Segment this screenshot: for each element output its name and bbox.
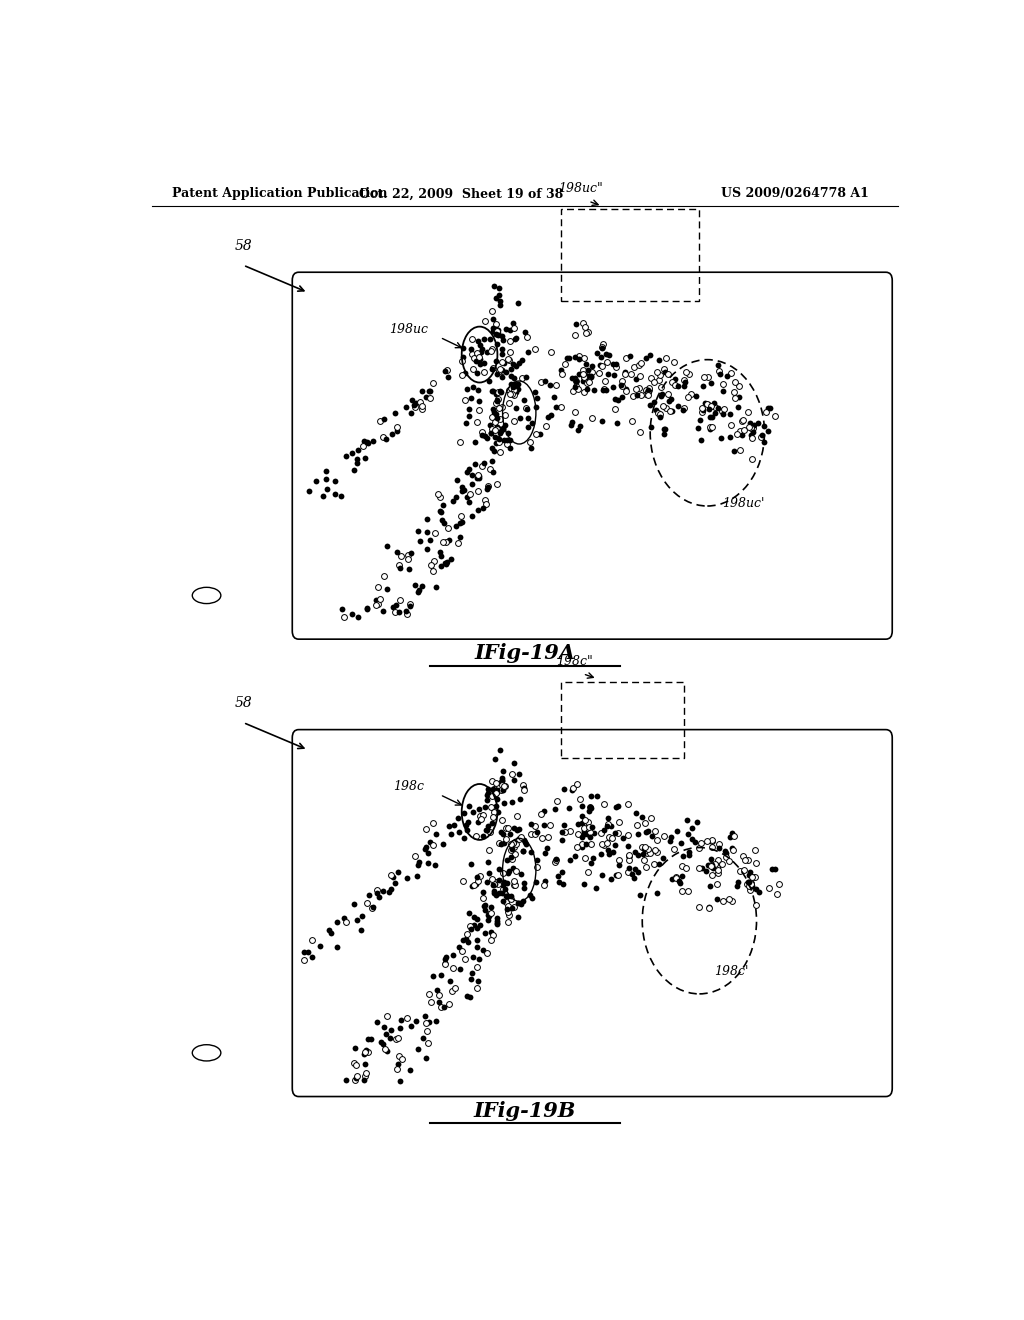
- Text: 198c": 198c": [556, 655, 593, 668]
- Text: Oct. 22, 2009  Sheet 19 of 38: Oct. 22, 2009 Sheet 19 of 38: [359, 187, 563, 201]
- FancyBboxPatch shape: [292, 730, 892, 1097]
- Text: IFig-19B: IFig-19B: [474, 1101, 575, 1121]
- Bar: [560, 682, 684, 758]
- Text: 198c: 198c: [392, 780, 424, 793]
- Text: 198uc: 198uc: [389, 322, 428, 335]
- Text: Patent Application Publication: Patent Application Publication: [172, 187, 387, 201]
- FancyBboxPatch shape: [292, 272, 892, 639]
- Text: 198uc": 198uc": [558, 182, 603, 195]
- Text: 58: 58: [236, 239, 253, 253]
- Text: IFig-19A: IFig-19A: [474, 643, 575, 664]
- Text: 58: 58: [236, 697, 253, 710]
- Bar: [560, 210, 699, 301]
- Text: 198uc': 198uc': [722, 498, 764, 511]
- Text: US 2009/0264778 A1: US 2009/0264778 A1: [721, 187, 868, 201]
- Text: 198c': 198c': [714, 965, 749, 978]
